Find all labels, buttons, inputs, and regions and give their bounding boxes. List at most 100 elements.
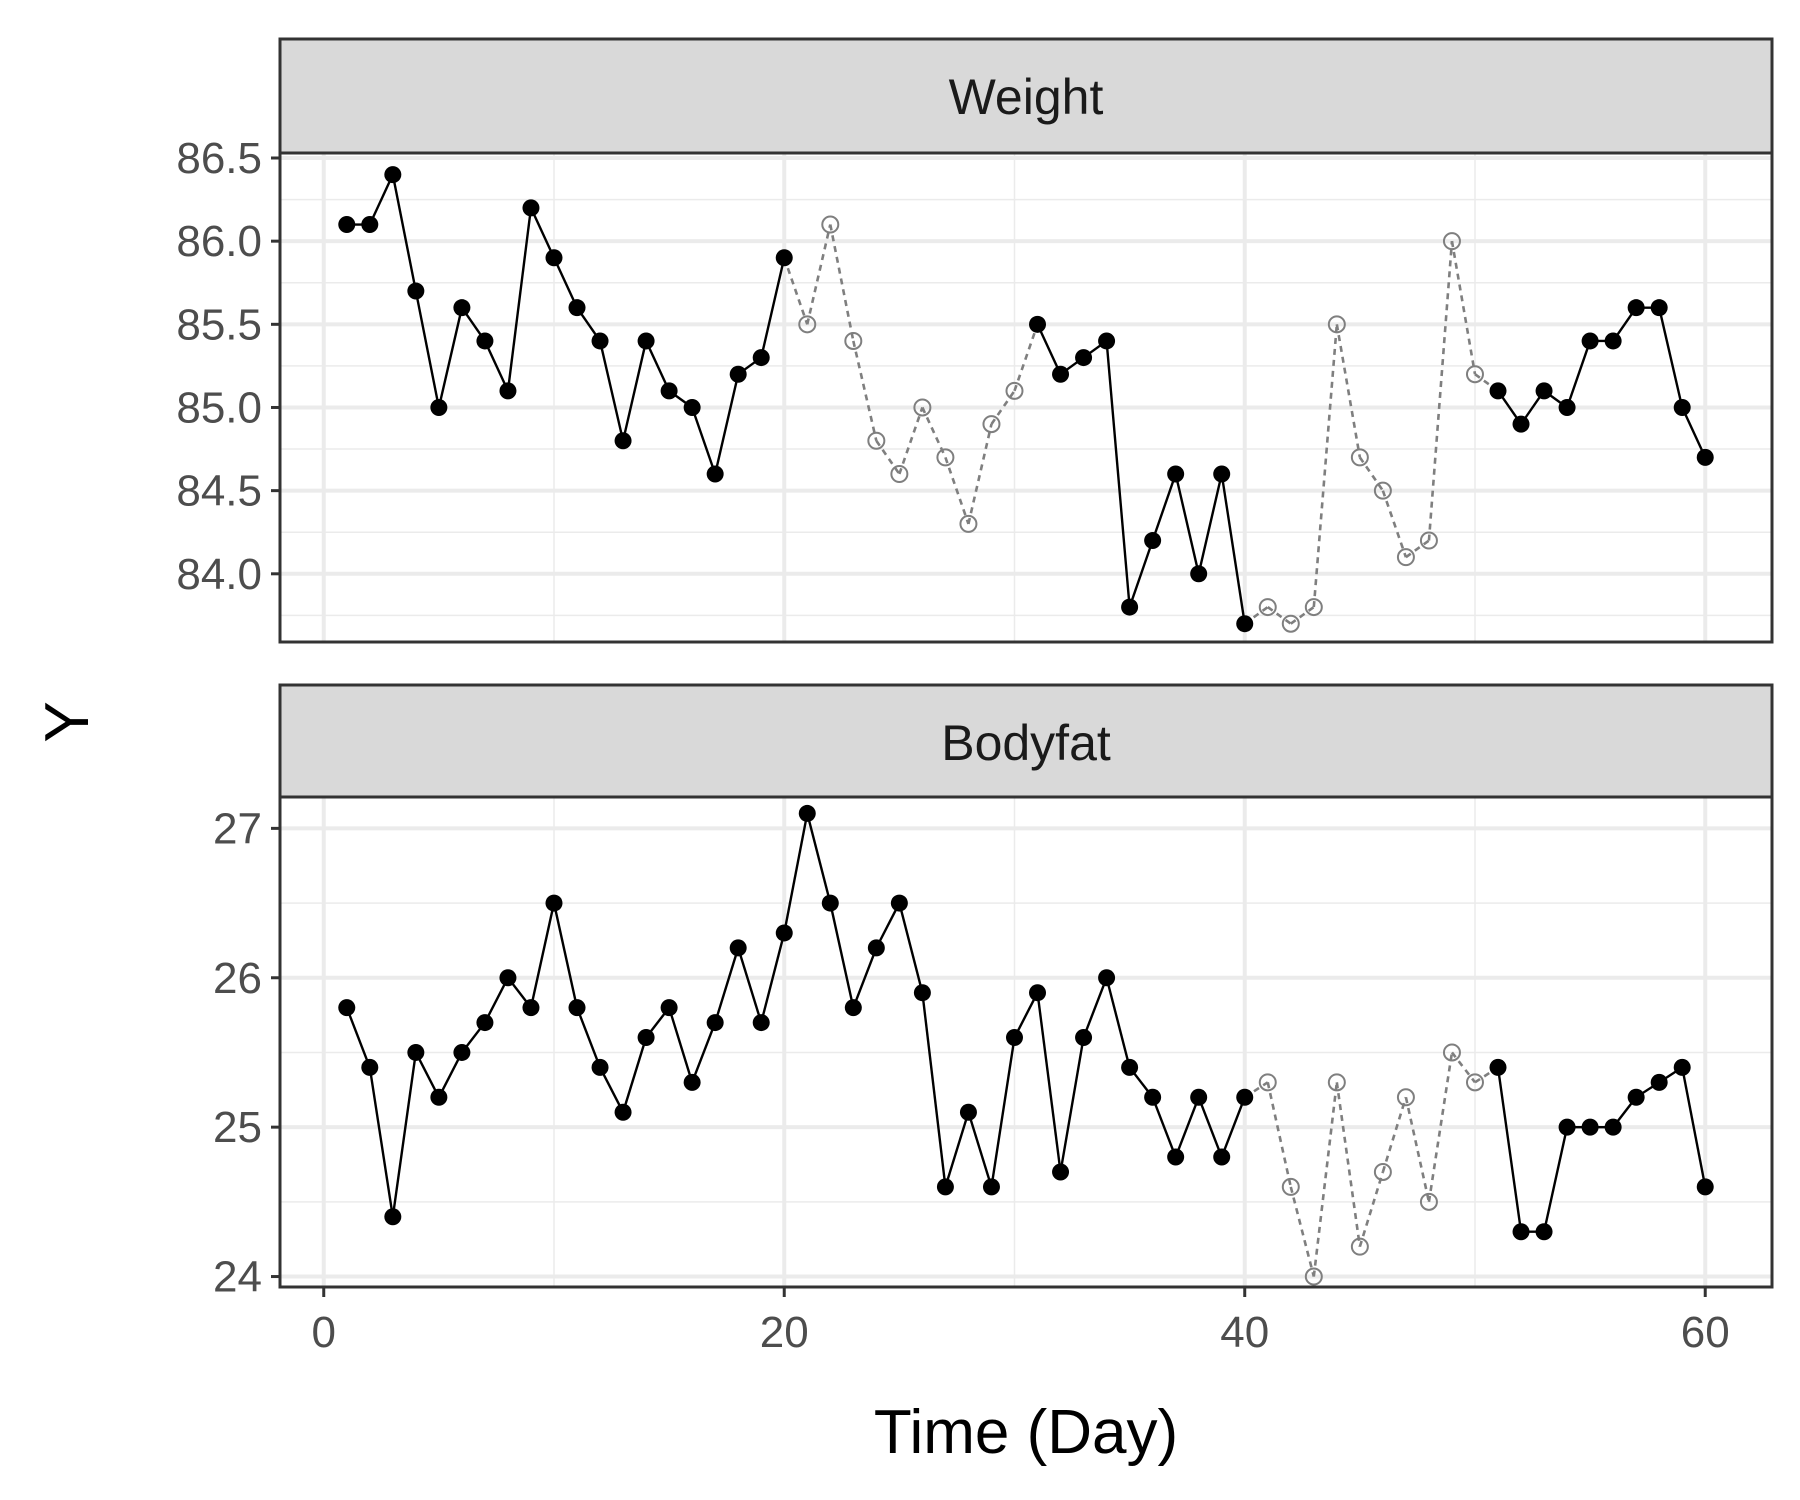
observed-data-point xyxy=(1075,1029,1093,1047)
weight-series xyxy=(338,166,1714,633)
observed-line-segment xyxy=(1565,340,1592,408)
observed-data-point xyxy=(384,166,402,184)
x-tick-label: 0 xyxy=(312,1308,336,1357)
observed-data-point xyxy=(1236,615,1254,633)
observed-data-point xyxy=(1673,1058,1691,1076)
observed-line-segment xyxy=(806,813,832,904)
imputed-data-point xyxy=(1373,481,1392,500)
observed-data-point xyxy=(614,1103,632,1121)
observed-data-point xyxy=(407,1043,425,1061)
observed-data-point xyxy=(338,999,356,1017)
observed-data-point xyxy=(683,1073,701,1091)
y-tick-label: 26 xyxy=(213,954,262,1003)
imputed-line-segment xyxy=(829,224,855,342)
observed-data-point xyxy=(1052,1163,1070,1181)
observed-line-segment xyxy=(506,207,533,391)
observed-line-segment xyxy=(921,992,947,1188)
observed-data-point xyxy=(591,332,609,350)
observed-data-point xyxy=(1098,969,1116,987)
observed-line-segment xyxy=(760,257,786,358)
observed-data-point xyxy=(1512,1223,1530,1241)
y-tick-label: 84.0 xyxy=(176,550,262,599)
weight-y-axis: 84.0 84.5 85.0 85.5 86.0 86.5 xyxy=(176,134,280,599)
observed-data-point xyxy=(522,199,540,217)
imputed-line-segment xyxy=(1289,1186,1316,1277)
imputed-line-segment xyxy=(1312,324,1339,608)
observed-line-segment xyxy=(1542,1126,1569,1232)
observed-data-point xyxy=(430,1088,448,1106)
imputed-data-point xyxy=(1304,598,1323,617)
observed-data-point xyxy=(752,349,770,367)
observed-line-segment xyxy=(598,340,625,442)
observed-data-point xyxy=(1581,332,1599,350)
observed-line-segment xyxy=(1174,1096,1200,1158)
observed-data-point xyxy=(775,249,793,267)
observed-data-point xyxy=(522,999,540,1017)
observed-data-point xyxy=(1535,1223,1553,1241)
imputed-data-point xyxy=(1350,448,1369,467)
observed-data-point xyxy=(1489,1058,1507,1076)
observed-data-point xyxy=(706,1014,724,1032)
observed-line-segment xyxy=(713,373,740,475)
observed-data-point xyxy=(982,1178,1000,1196)
imputed-data-point xyxy=(798,315,817,334)
weight-gridlines xyxy=(280,153,1772,642)
observed-data-point xyxy=(890,894,908,912)
observed-line-segment xyxy=(760,932,786,1023)
imputed-line-segment xyxy=(921,406,947,458)
observed-data-point xyxy=(1121,598,1139,616)
observed-data-point xyxy=(798,804,816,822)
observed-data-point xyxy=(430,398,448,416)
observed-line-segment xyxy=(783,813,809,934)
observed-data-point xyxy=(384,1208,402,1226)
observed-line-segment xyxy=(621,340,648,442)
x-tick-label: 60 xyxy=(1681,1308,1730,1357)
observed-data-point xyxy=(1029,984,1047,1002)
imputed-data-point xyxy=(982,415,1001,434)
y-tick-label: 86.0 xyxy=(176,217,262,266)
observed-line-segment xyxy=(621,1037,648,1113)
imputed-line-segment xyxy=(1358,456,1384,492)
imputed-data-point xyxy=(890,465,909,484)
observed-line-segment xyxy=(645,340,671,392)
imputed-data-point xyxy=(1373,1162,1392,1181)
observed-data-point xyxy=(1005,1029,1023,1047)
imputed-line-segment xyxy=(1358,1171,1385,1248)
observed-data-point xyxy=(1121,1058,1139,1076)
imputed-data-point xyxy=(959,514,978,533)
observed-data-point xyxy=(1098,332,1116,350)
imputed-data-point xyxy=(913,398,932,417)
observed-data-point xyxy=(1489,382,1507,400)
x-axis: 0 20 40 60 xyxy=(312,1287,1730,1357)
bodyfat-plot-border xyxy=(278,795,1774,1289)
observed-data-point xyxy=(1650,299,1668,317)
imputed-data-point xyxy=(1465,365,1484,384)
observed-line-segment xyxy=(1036,323,1062,375)
observed-data-point xyxy=(1627,1088,1645,1106)
observed-line-segment xyxy=(1197,473,1223,575)
y-tick-label: 25 xyxy=(213,1103,262,1152)
observed-data-point xyxy=(545,249,563,267)
observed-data-point xyxy=(1696,1178,1714,1196)
observed-line-segment xyxy=(1105,340,1131,608)
observed-line-segment xyxy=(990,1037,1016,1188)
observed-data-point xyxy=(1604,332,1622,350)
observed-data-point xyxy=(936,1178,954,1196)
observed-data-point xyxy=(844,999,862,1017)
observed-data-point xyxy=(683,398,701,416)
imputed-line-segment xyxy=(1335,324,1362,458)
observed-line-segment xyxy=(829,902,855,1008)
imputed-data-point xyxy=(867,431,886,450)
observed-data-point xyxy=(1604,1118,1622,1136)
bodyfat-y-axis: 24 25 26 27 xyxy=(213,804,280,1302)
imputed-line-segment xyxy=(1381,490,1408,558)
imputed-line-segment xyxy=(1013,323,1039,392)
imputed-data-point xyxy=(1419,531,1438,550)
y-tick-label: 85.5 xyxy=(176,300,262,349)
observed-data-point xyxy=(1627,299,1645,317)
observed-line-segment xyxy=(1658,307,1684,408)
observed-line-segment xyxy=(575,1007,602,1068)
observed-data-point xyxy=(660,382,678,400)
observed-data-point xyxy=(729,939,747,957)
